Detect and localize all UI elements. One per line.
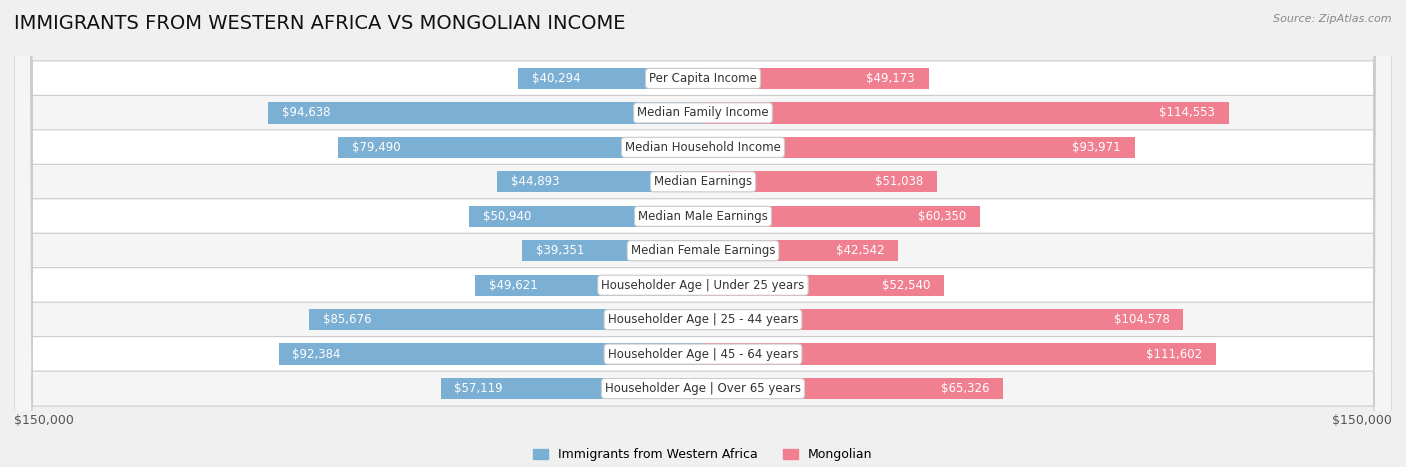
Bar xyxy=(309,309,703,330)
FancyBboxPatch shape xyxy=(14,0,1392,467)
FancyBboxPatch shape xyxy=(14,0,1392,467)
Text: $92,384: $92,384 xyxy=(292,347,342,361)
FancyBboxPatch shape xyxy=(14,0,1392,467)
Text: $94,638: $94,638 xyxy=(283,106,330,120)
Text: $111,602: $111,602 xyxy=(1146,347,1202,361)
Text: $52,540: $52,540 xyxy=(882,279,931,292)
Text: $60,350: $60,350 xyxy=(918,210,966,223)
FancyBboxPatch shape xyxy=(14,0,1392,467)
Text: Source: ZipAtlas.com: Source: ZipAtlas.com xyxy=(1274,14,1392,24)
Bar xyxy=(337,137,703,158)
Text: $150,000: $150,000 xyxy=(14,414,75,427)
Text: $49,173: $49,173 xyxy=(866,72,915,85)
Text: $65,326: $65,326 xyxy=(941,382,990,395)
Bar xyxy=(703,275,945,296)
Bar xyxy=(522,240,703,262)
FancyBboxPatch shape xyxy=(14,0,1392,467)
Bar xyxy=(475,275,703,296)
Text: $79,490: $79,490 xyxy=(352,141,401,154)
Text: $114,553: $114,553 xyxy=(1160,106,1215,120)
Text: Median Earnings: Median Earnings xyxy=(654,175,752,188)
Text: $104,578: $104,578 xyxy=(1114,313,1170,326)
Text: Median Family Income: Median Family Income xyxy=(637,106,769,120)
FancyBboxPatch shape xyxy=(14,0,1392,467)
Bar xyxy=(703,240,898,262)
Text: Householder Age | Over 65 years: Householder Age | Over 65 years xyxy=(605,382,801,395)
FancyBboxPatch shape xyxy=(14,0,1392,467)
Text: $50,940: $50,940 xyxy=(482,210,531,223)
Text: Householder Age | 25 - 44 years: Householder Age | 25 - 44 years xyxy=(607,313,799,326)
Text: $49,621: $49,621 xyxy=(489,279,537,292)
Bar xyxy=(470,205,703,227)
Text: $85,676: $85,676 xyxy=(323,313,371,326)
Text: Householder Age | Under 25 years: Householder Age | Under 25 years xyxy=(602,279,804,292)
Bar xyxy=(703,309,1184,330)
Text: Median Female Earnings: Median Female Earnings xyxy=(631,244,775,257)
Text: Median Male Earnings: Median Male Earnings xyxy=(638,210,768,223)
Legend: Immigrants from Western Africa, Mongolian: Immigrants from Western Africa, Mongolia… xyxy=(533,448,873,461)
Bar xyxy=(517,68,703,89)
Text: $44,893: $44,893 xyxy=(510,175,560,188)
Bar xyxy=(269,102,703,124)
Text: $42,542: $42,542 xyxy=(837,244,884,257)
Text: Householder Age | 45 - 64 years: Householder Age | 45 - 64 years xyxy=(607,347,799,361)
Bar xyxy=(703,343,1216,365)
FancyBboxPatch shape xyxy=(14,0,1392,467)
Bar xyxy=(440,378,703,399)
FancyBboxPatch shape xyxy=(14,0,1392,467)
FancyBboxPatch shape xyxy=(14,0,1392,467)
Text: $51,038: $51,038 xyxy=(876,175,924,188)
Bar xyxy=(703,68,929,89)
Text: $39,351: $39,351 xyxy=(536,244,585,257)
Bar xyxy=(703,171,938,192)
Text: Median Household Income: Median Household Income xyxy=(626,141,780,154)
Text: $40,294: $40,294 xyxy=(531,72,581,85)
Bar xyxy=(703,378,1002,399)
Bar xyxy=(278,343,703,365)
Text: $93,971: $93,971 xyxy=(1073,141,1121,154)
Bar xyxy=(703,102,1229,124)
Text: $57,119: $57,119 xyxy=(454,382,503,395)
Text: $150,000: $150,000 xyxy=(1331,414,1392,427)
Bar xyxy=(703,137,1135,158)
Bar xyxy=(703,205,980,227)
Text: IMMIGRANTS FROM WESTERN AFRICA VS MONGOLIAN INCOME: IMMIGRANTS FROM WESTERN AFRICA VS MONGOL… xyxy=(14,14,626,33)
Text: Per Capita Income: Per Capita Income xyxy=(650,72,756,85)
Bar xyxy=(496,171,703,192)
